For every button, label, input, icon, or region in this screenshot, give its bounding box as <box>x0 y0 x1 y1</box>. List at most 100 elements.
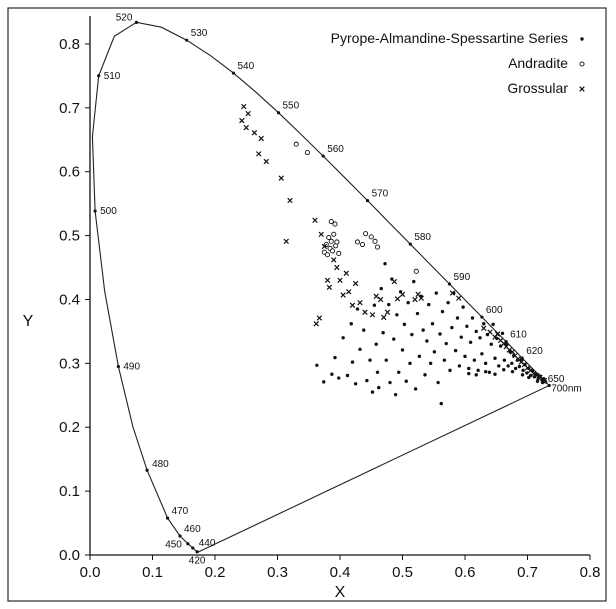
pyrope-almandine-spessartine-point <box>502 368 506 372</box>
pyrope-almandine-spessartine-point <box>350 360 355 364</box>
andradite-point <box>332 221 338 227</box>
pyrope-almandine-spessartine-point <box>468 340 473 344</box>
y-tick-label: 0.7 <box>59 100 80 117</box>
grossular-point <box>349 302 356 308</box>
pyrope-almandine-spessartine-point <box>374 342 378 346</box>
pyrope-almandine-spessartine-point <box>353 382 358 386</box>
wavelength-tick-440 <box>191 546 195 550</box>
pyrope-almandine-spessartine-point <box>455 316 460 320</box>
pyrope-almandine-spessartine-point <box>510 369 515 374</box>
andradite-point <box>372 238 378 244</box>
pyrope-almandine-spessartine-point <box>337 376 341 380</box>
grossular-point <box>326 284 333 291</box>
pyrope-almandine-spessartine-point <box>388 380 392 385</box>
grossular-point <box>334 264 340 271</box>
plot-area: 0.0 0.1 0.2 0.3 0.4 0.5 0.6 0.7 0.8 0.0 0.1 0.2 0.3 0… <box>23 12 601 601</box>
pyrope-almandine-spessartine-point <box>482 322 486 326</box>
grossular-point <box>287 197 293 204</box>
grossular-point <box>316 315 323 321</box>
pyrope-almandine-spessartine-point <box>478 336 482 340</box>
andradite-point <box>368 234 374 240</box>
grossular-point <box>340 292 346 298</box>
grossular-point <box>343 270 349 277</box>
wavelength-tick-700 <box>547 383 551 388</box>
pyrope-almandine-spessartine-point <box>491 322 495 327</box>
wavelength-tick-600 <box>480 315 484 319</box>
wavelength-label-420: 420 <box>189 556 206 567</box>
pyrope-almandine-spessartine-point <box>412 279 416 284</box>
grossular-point <box>412 296 418 303</box>
wavelength-label-480: 480 <box>152 459 169 470</box>
grossular-point <box>263 158 269 165</box>
grossular-point <box>399 291 406 298</box>
pyrope-almandine-spessartine-point <box>358 347 362 351</box>
grossular-point <box>509 349 516 355</box>
wavelength-tick-470 <box>165 516 170 520</box>
grossular-point <box>384 309 391 315</box>
wavelength-label-590: 590 <box>454 272 471 283</box>
legend-label-grossular: Grossular <box>507 80 568 96</box>
wavelength-label-570: 570 <box>372 189 389 200</box>
pyrope-almandine-spessartine-point <box>377 385 381 390</box>
grossular-point <box>391 278 398 285</box>
pyrope-almandine-spessartine-point <box>527 375 531 380</box>
pyrope-almandine-spessartine-point <box>489 342 493 346</box>
x-tick-label: 0.5 <box>392 564 413 581</box>
wavelength-label-440: 440 <box>199 538 216 549</box>
wavelength-label-550: 550 <box>283 101 300 112</box>
y-tick-label: 0.8 <box>59 36 80 53</box>
wavelength-label-520: 520 <box>116 12 133 23</box>
pyrope-almandine-spessartine-point <box>330 372 334 376</box>
grossular-point <box>313 321 319 327</box>
y-tick-label: 0.5 <box>59 228 80 245</box>
pyrope-almandine-spessartine-point <box>480 352 484 356</box>
pyrope-almandine-spessartine-point <box>427 302 431 307</box>
wavelength-tick-580 <box>408 242 412 246</box>
grossular-point <box>318 231 324 238</box>
pyrope-almandine-spessartine-point <box>463 354 467 359</box>
wavelength-label-500: 500 <box>100 206 117 217</box>
wavelength-label-510: 510 <box>104 71 121 82</box>
andradite-point <box>328 238 334 244</box>
andradite-point <box>331 231 337 237</box>
grossular-point <box>537 374 543 381</box>
grossular-point <box>506 347 513 353</box>
pyrope-almandine-spessartine-point <box>341 336 345 340</box>
wavelength-label-470: 470 <box>172 506 189 517</box>
wavelength-label-560: 560 <box>327 144 344 155</box>
pyrope-almandine-spessartine-point <box>425 339 429 343</box>
y-tick-label: 0.2 <box>59 419 80 436</box>
pyrope-almandine-spessartine-point <box>467 366 471 371</box>
pyrope-almandine-spessartine-point <box>493 372 497 376</box>
wavelength-tick-500 <box>93 209 97 213</box>
pyrope-almandine-spessartine-point <box>349 322 353 326</box>
pyrope-almandine-spessartine-point <box>415 311 420 316</box>
y-tick-label: 0.6 <box>59 164 80 181</box>
pyrope-almandine-spessartine-point <box>459 335 463 339</box>
pyrope-almandine-spessartine-point <box>444 341 448 346</box>
pyrope-almandine-spessartine-point <box>476 368 480 373</box>
grossular-point <box>456 295 462 301</box>
grossular-point <box>243 124 249 131</box>
x-tick-label: 0.3 <box>267 564 288 581</box>
y-axis-title: Y <box>23 313 34 330</box>
y-tick-label: 0.1 <box>59 483 80 500</box>
pyrope-almandine-spessartine-point <box>465 324 469 329</box>
wavelength-tick-460 <box>178 534 182 538</box>
grossular-point <box>312 217 318 223</box>
pyrope-almandine-spessartine-point <box>428 361 433 366</box>
pyrope-almandine-spessartine-point <box>404 379 408 383</box>
pyrope-almandine-spessartine-point <box>510 361 514 366</box>
wavelength-tick-590 <box>447 282 452 286</box>
andradite-point <box>328 218 334 225</box>
grossular-point <box>258 135 264 142</box>
grossular-point <box>321 243 328 250</box>
y-tick-label: 0.0 <box>59 547 80 564</box>
wavelength-tick-490 <box>116 364 120 369</box>
wavelength-tick-510 <box>97 74 101 78</box>
andradite-point <box>374 244 381 250</box>
wavelength-label-620: 620 <box>526 346 543 357</box>
wavelength-label-610: 610 <box>510 330 527 341</box>
pyrope-almandine-spessartine-point <box>365 378 369 383</box>
pyrope-almandine-spessartine-point <box>470 316 475 320</box>
